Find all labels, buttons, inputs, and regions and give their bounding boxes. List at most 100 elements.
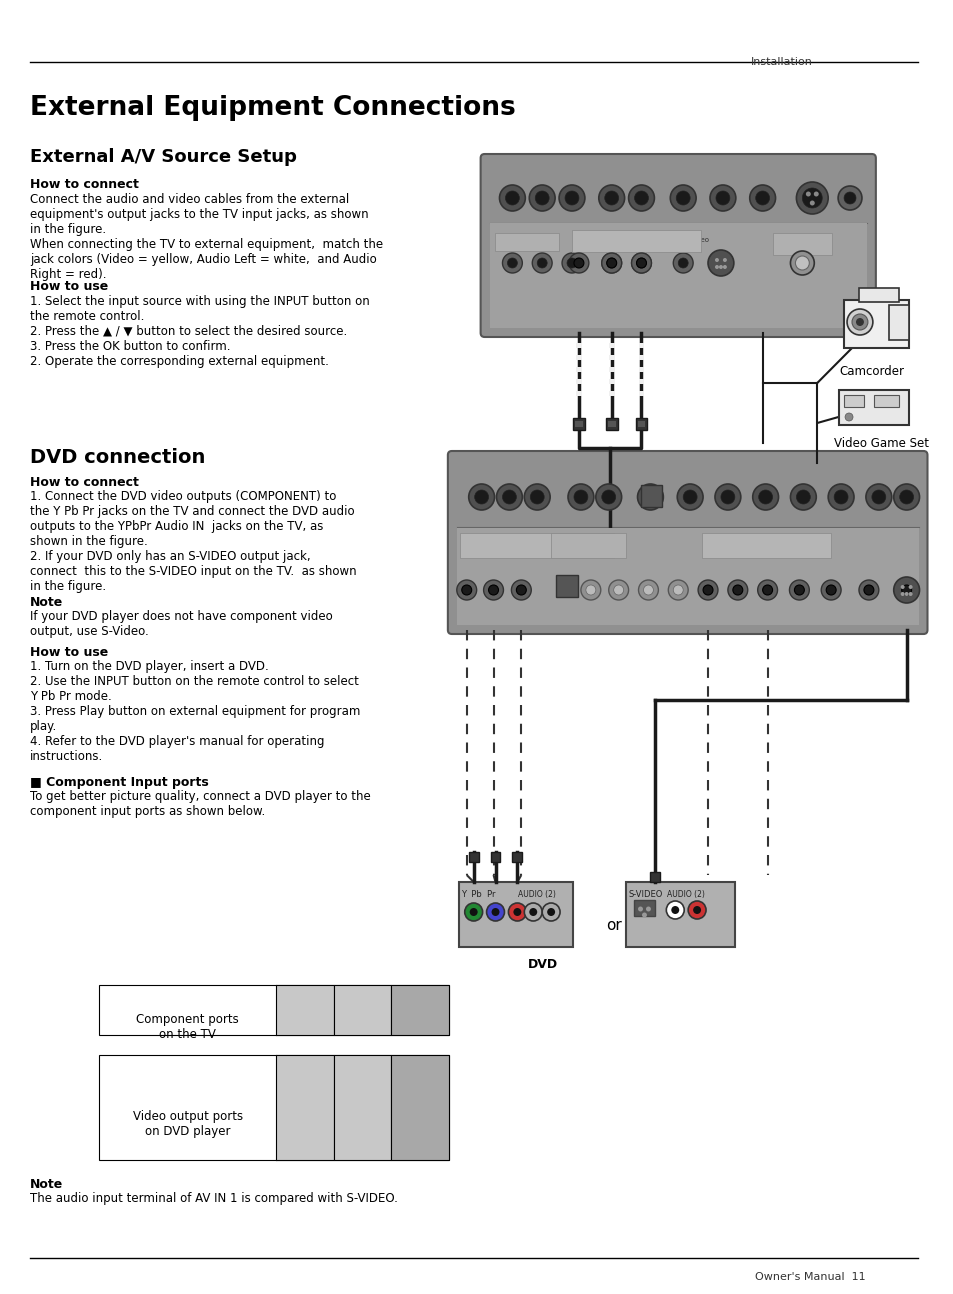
Circle shape <box>903 591 907 597</box>
Text: or: or <box>605 917 620 933</box>
Text: Cb: Cb <box>354 1123 371 1136</box>
Text: Connect the audio and video cables from the external
equipment's output jacks to: Connect the audio and video cables from … <box>30 193 382 281</box>
Circle shape <box>668 580 687 600</box>
Circle shape <box>641 912 646 917</box>
Bar <box>576 379 581 384</box>
Circle shape <box>693 906 700 914</box>
Bar <box>873 395 898 408</box>
Circle shape <box>568 254 588 273</box>
Circle shape <box>900 585 903 589</box>
Bar <box>843 395 863 408</box>
Circle shape <box>907 591 912 597</box>
Text: Note: Note <box>30 1178 63 1190</box>
Circle shape <box>541 903 559 921</box>
Circle shape <box>796 182 827 214</box>
Bar <box>551 533 625 558</box>
Circle shape <box>727 580 747 600</box>
Circle shape <box>732 585 742 595</box>
Circle shape <box>643 490 657 503</box>
Circle shape <box>677 484 702 510</box>
Circle shape <box>513 908 520 916</box>
Circle shape <box>720 490 734 503</box>
Bar <box>639 485 661 507</box>
Circle shape <box>502 490 516 503</box>
Circle shape <box>564 192 578 204</box>
Bar <box>625 883 734 947</box>
Circle shape <box>606 258 616 268</box>
Circle shape <box>687 901 705 919</box>
Circle shape <box>755 192 769 204</box>
Circle shape <box>547 908 555 916</box>
Text: Pb       Pr: Pb Pr <box>481 554 505 559</box>
Circle shape <box>561 254 581 273</box>
Circle shape <box>714 265 719 269</box>
Bar <box>608 391 614 396</box>
Circle shape <box>606 258 616 268</box>
Circle shape <box>801 188 821 208</box>
Bar <box>839 389 907 424</box>
Text: S-Video: S-Video <box>682 237 708 243</box>
Text: Y: Y <box>300 1097 309 1110</box>
Circle shape <box>524 484 550 510</box>
Circle shape <box>613 585 623 595</box>
Circle shape <box>670 185 696 211</box>
Text: VIDEO: VIDEO <box>461 547 483 554</box>
Bar <box>607 421 615 427</box>
Circle shape <box>665 901 683 919</box>
Bar <box>391 985 448 1035</box>
Text: DVD: DVD <box>528 958 558 970</box>
Bar <box>858 289 898 302</box>
Circle shape <box>758 490 772 503</box>
Text: To get better picture quality, connect a DVD player to the
component input ports: To get better picture quality, connect a… <box>30 791 370 818</box>
Text: R-Y: R-Y <box>410 1097 430 1110</box>
FancyBboxPatch shape <box>447 452 926 634</box>
Bar <box>608 355 614 360</box>
Circle shape <box>502 254 522 273</box>
Text: How to connect: How to connect <box>30 476 138 489</box>
Text: 1. Select the input source with using the INPUT button on
the remote control.
2.: 1. Select the input source with using th… <box>30 295 369 367</box>
Text: R: R <box>421 1154 428 1163</box>
Circle shape <box>529 908 537 916</box>
Circle shape <box>821 580 841 600</box>
Text: How to connect: How to connect <box>30 179 138 192</box>
Circle shape <box>809 201 814 206</box>
Circle shape <box>714 484 740 510</box>
Circle shape <box>671 906 679 914</box>
Bar <box>608 379 614 384</box>
Text: AUDIO: AUDIO <box>496 237 520 246</box>
Circle shape <box>464 903 482 921</box>
Circle shape <box>567 484 593 510</box>
Circle shape <box>673 585 682 595</box>
Bar <box>638 343 644 348</box>
Bar <box>633 901 655 916</box>
Circle shape <box>558 185 584 211</box>
Circle shape <box>790 484 816 510</box>
Circle shape <box>702 585 712 595</box>
Circle shape <box>719 265 722 269</box>
Text: AV IN: AV IN <box>603 234 623 243</box>
Bar <box>576 355 581 360</box>
Circle shape <box>899 490 913 503</box>
Circle shape <box>604 192 618 204</box>
Circle shape <box>529 185 555 211</box>
Circle shape <box>628 185 654 211</box>
Circle shape <box>761 585 772 595</box>
Bar <box>638 391 644 396</box>
Circle shape <box>707 250 733 276</box>
Bar <box>637 421 645 427</box>
Circle shape <box>638 907 642 911</box>
Circle shape <box>601 254 621 273</box>
Circle shape <box>851 314 867 330</box>
Bar <box>608 367 614 371</box>
Text: Y: Y <box>300 1071 309 1084</box>
Circle shape <box>715 192 729 204</box>
Circle shape <box>790 251 814 276</box>
Bar <box>638 355 644 360</box>
Circle shape <box>469 908 477 916</box>
Text: AV IN: AV IN <box>744 538 764 547</box>
Text: Installation: Installation <box>750 57 812 67</box>
Circle shape <box>530 490 543 503</box>
Bar <box>843 300 907 348</box>
Bar <box>275 1055 334 1159</box>
Text: If your DVD player does not have component video
output, use S-Video.: If your DVD player does not have compone… <box>30 609 333 638</box>
